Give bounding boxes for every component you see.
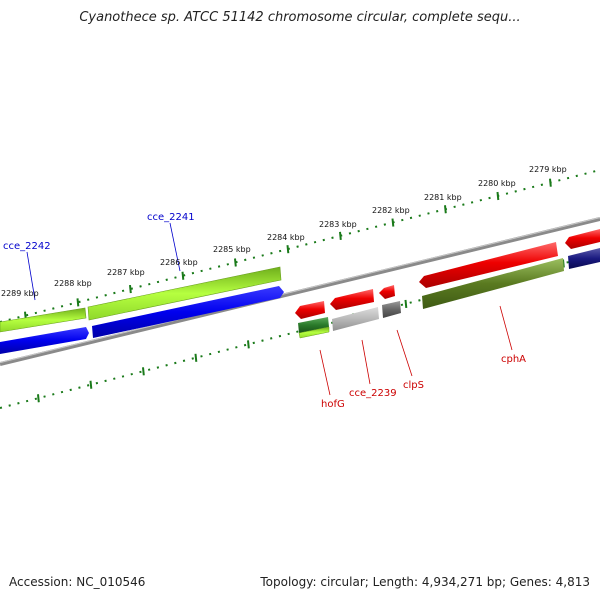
feature-cpha-olive[interactable]	[422, 258, 564, 309]
kbp-label: 2281 kbp	[424, 193, 462, 202]
upper-scale-line	[0, 169, 600, 323]
accession-text: Accession: NC_010546	[9, 575, 146, 589]
scale-tick	[247, 340, 250, 349]
kbp-label: 2284 kbp	[267, 233, 305, 242]
feature-hofg-lime[interactable]	[298, 326, 330, 339]
scale-tick	[444, 205, 447, 214]
leader-hofg	[319, 349, 331, 396]
gene-label-clps[interactable]: clpS	[403, 380, 424, 391]
kbp-label: 2286 kbp	[160, 258, 198, 267]
leader-cce-2239	[361, 339, 371, 385]
gene-label-hofg[interactable]: hofG	[321, 399, 345, 410]
feature-clps-dark-grey[interactable]	[382, 301, 401, 318]
scale-tick	[37, 394, 40, 403]
kbp-label: 2289 kbp	[1, 289, 39, 298]
scale-tick	[89, 380, 93, 389]
feature-cce-2239-grey[interactable]	[332, 307, 379, 331]
leader-cce-2241	[169, 222, 181, 272]
gene-label-cce-2239[interactable]: cce_2239	[349, 388, 397, 399]
feature-clps-red[interactable]	[379, 285, 395, 299]
kbp-label: 2282 kbp	[372, 206, 410, 215]
feature-hofg-dark-green[interactable]	[298, 317, 329, 333]
leader-clps	[396, 329, 413, 377]
scale-tick	[286, 245, 290, 254]
kbp-label: 2279 kbp	[529, 165, 567, 174]
genome-summary-text: Topology: circular; Length: 4,934,271 bp…	[260, 575, 590, 589]
leader-cce-2242	[26, 251, 36, 301]
feature-next-red[interactable]	[565, 229, 600, 249]
chromosome-backbone	[0, 217, 600, 366]
scale-tick	[391, 218, 395, 227]
kbp-label: 2280 kbp	[478, 179, 516, 188]
kbp-label: 2288 kbp	[54, 279, 92, 288]
scale-tick	[76, 298, 80, 307]
gene-label-cce-2241[interactable]: cce_2241	[147, 212, 195, 223]
scale-tick	[129, 284, 132, 294]
feature-cce-2242-lime[interactable]	[0, 307, 87, 333]
feature-hofg-red[interactable]	[295, 301, 325, 319]
feature-cce-2241-blue[interactable]	[92, 286, 284, 338]
chromosome-backbone-highlight	[0, 217, 600, 364]
leader-cpha	[499, 305, 513, 351]
scale-tick	[142, 367, 145, 376]
kbp-label: 2285 kbp	[213, 245, 251, 254]
kbp-label: 2287 kbp	[107, 268, 145, 277]
scale-tick	[234, 258, 237, 267]
gene-label-cpha[interactable]: cphA	[501, 354, 526, 365]
feature-cce-2239-red[interactable]	[330, 289, 374, 310]
scale-tick	[404, 299, 408, 309]
feature-next-navy[interactable]	[568, 248, 600, 269]
feature-cce-2242-blue[interactable]	[0, 327, 89, 354]
gene-label-cce-2242[interactable]: cce_2242	[3, 241, 51, 252]
scale-tick	[194, 353, 198, 362]
feature-cpha-red[interactable]	[419, 242, 558, 288]
kbp-label: 2283 kbp	[319, 220, 357, 229]
scale-tick	[181, 271, 185, 280]
scale-tick	[339, 231, 342, 240]
scale-tick	[496, 191, 500, 201]
feature-cce-2241-lime[interactable]	[87, 266, 282, 321]
map-title: Cyanothece sp. ATCC 51142 chromosome cir…	[79, 10, 521, 25]
scale-tick	[549, 178, 552, 187]
